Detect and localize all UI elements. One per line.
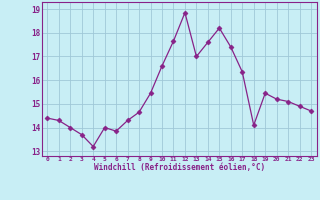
X-axis label: Windchill (Refroidissement éolien,°C): Windchill (Refroidissement éolien,°C) — [94, 163, 265, 172]
